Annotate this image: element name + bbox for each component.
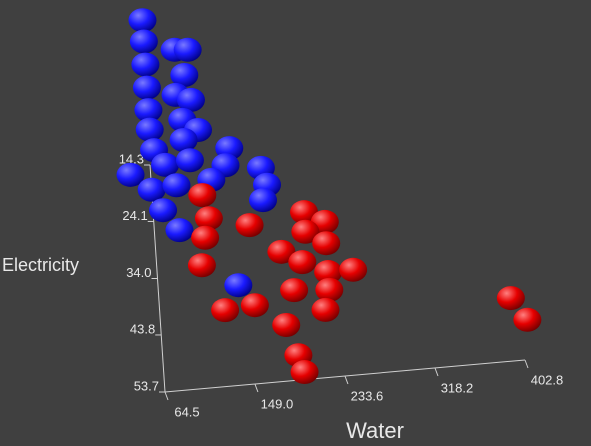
point — [211, 298, 240, 323]
point — [240, 293, 269, 318]
point — [291, 219, 320, 244]
point — [513, 307, 542, 332]
point — [128, 8, 157, 33]
point — [170, 63, 199, 88]
point — [339, 257, 368, 282]
point — [290, 360, 319, 385]
point — [496, 286, 525, 311]
point — [134, 98, 163, 123]
point — [165, 218, 194, 243]
point — [194, 206, 223, 231]
point — [149, 198, 178, 223]
point — [235, 213, 264, 238]
point — [135, 117, 164, 142]
point — [191, 225, 220, 250]
point — [288, 250, 317, 275]
point — [137, 177, 166, 202]
point — [267, 239, 296, 264]
x-tick-label: 233.6 — [351, 388, 384, 403]
point — [312, 231, 341, 256]
point — [175, 148, 204, 173]
point — [272, 313, 301, 338]
x-tick — [164, 391, 169, 401]
point — [176, 87, 205, 112]
y-tick-label: 34.0 — [126, 265, 151, 280]
x-axis-title: Water — [346, 418, 404, 443]
point — [311, 297, 340, 322]
point — [132, 75, 161, 100]
y-tick-label: 53.7 — [134, 378, 159, 393]
x-tick — [344, 375, 349, 385]
y-tick-label: 14.3 — [119, 151, 144, 166]
x-tick-label: 149.0 — [261, 396, 294, 411]
point — [280, 278, 309, 303]
y-tick-label: 43.8 — [130, 321, 155, 336]
x-tick — [524, 359, 529, 369]
point — [169, 127, 198, 152]
y-axis-title: Electricity — [2, 255, 79, 275]
x-tick — [254, 383, 259, 393]
point — [187, 253, 216, 278]
point — [290, 200, 319, 225]
point — [188, 183, 217, 208]
x-tick-label: 318.2 — [441, 380, 474, 395]
point — [173, 37, 202, 62]
point — [116, 162, 145, 187]
point — [249, 188, 278, 213]
point — [314, 260, 343, 285]
x-tick-label: 64.5 — [174, 404, 199, 419]
x-tick — [434, 367, 439, 377]
x-tick-label: 402.8 — [531, 372, 564, 387]
point — [131, 52, 160, 77]
point — [224, 273, 253, 298]
point — [151, 152, 180, 177]
point — [315, 277, 344, 302]
point — [129, 29, 158, 54]
y-tick-label: 24.1 — [122, 208, 147, 223]
point — [162, 173, 191, 198]
